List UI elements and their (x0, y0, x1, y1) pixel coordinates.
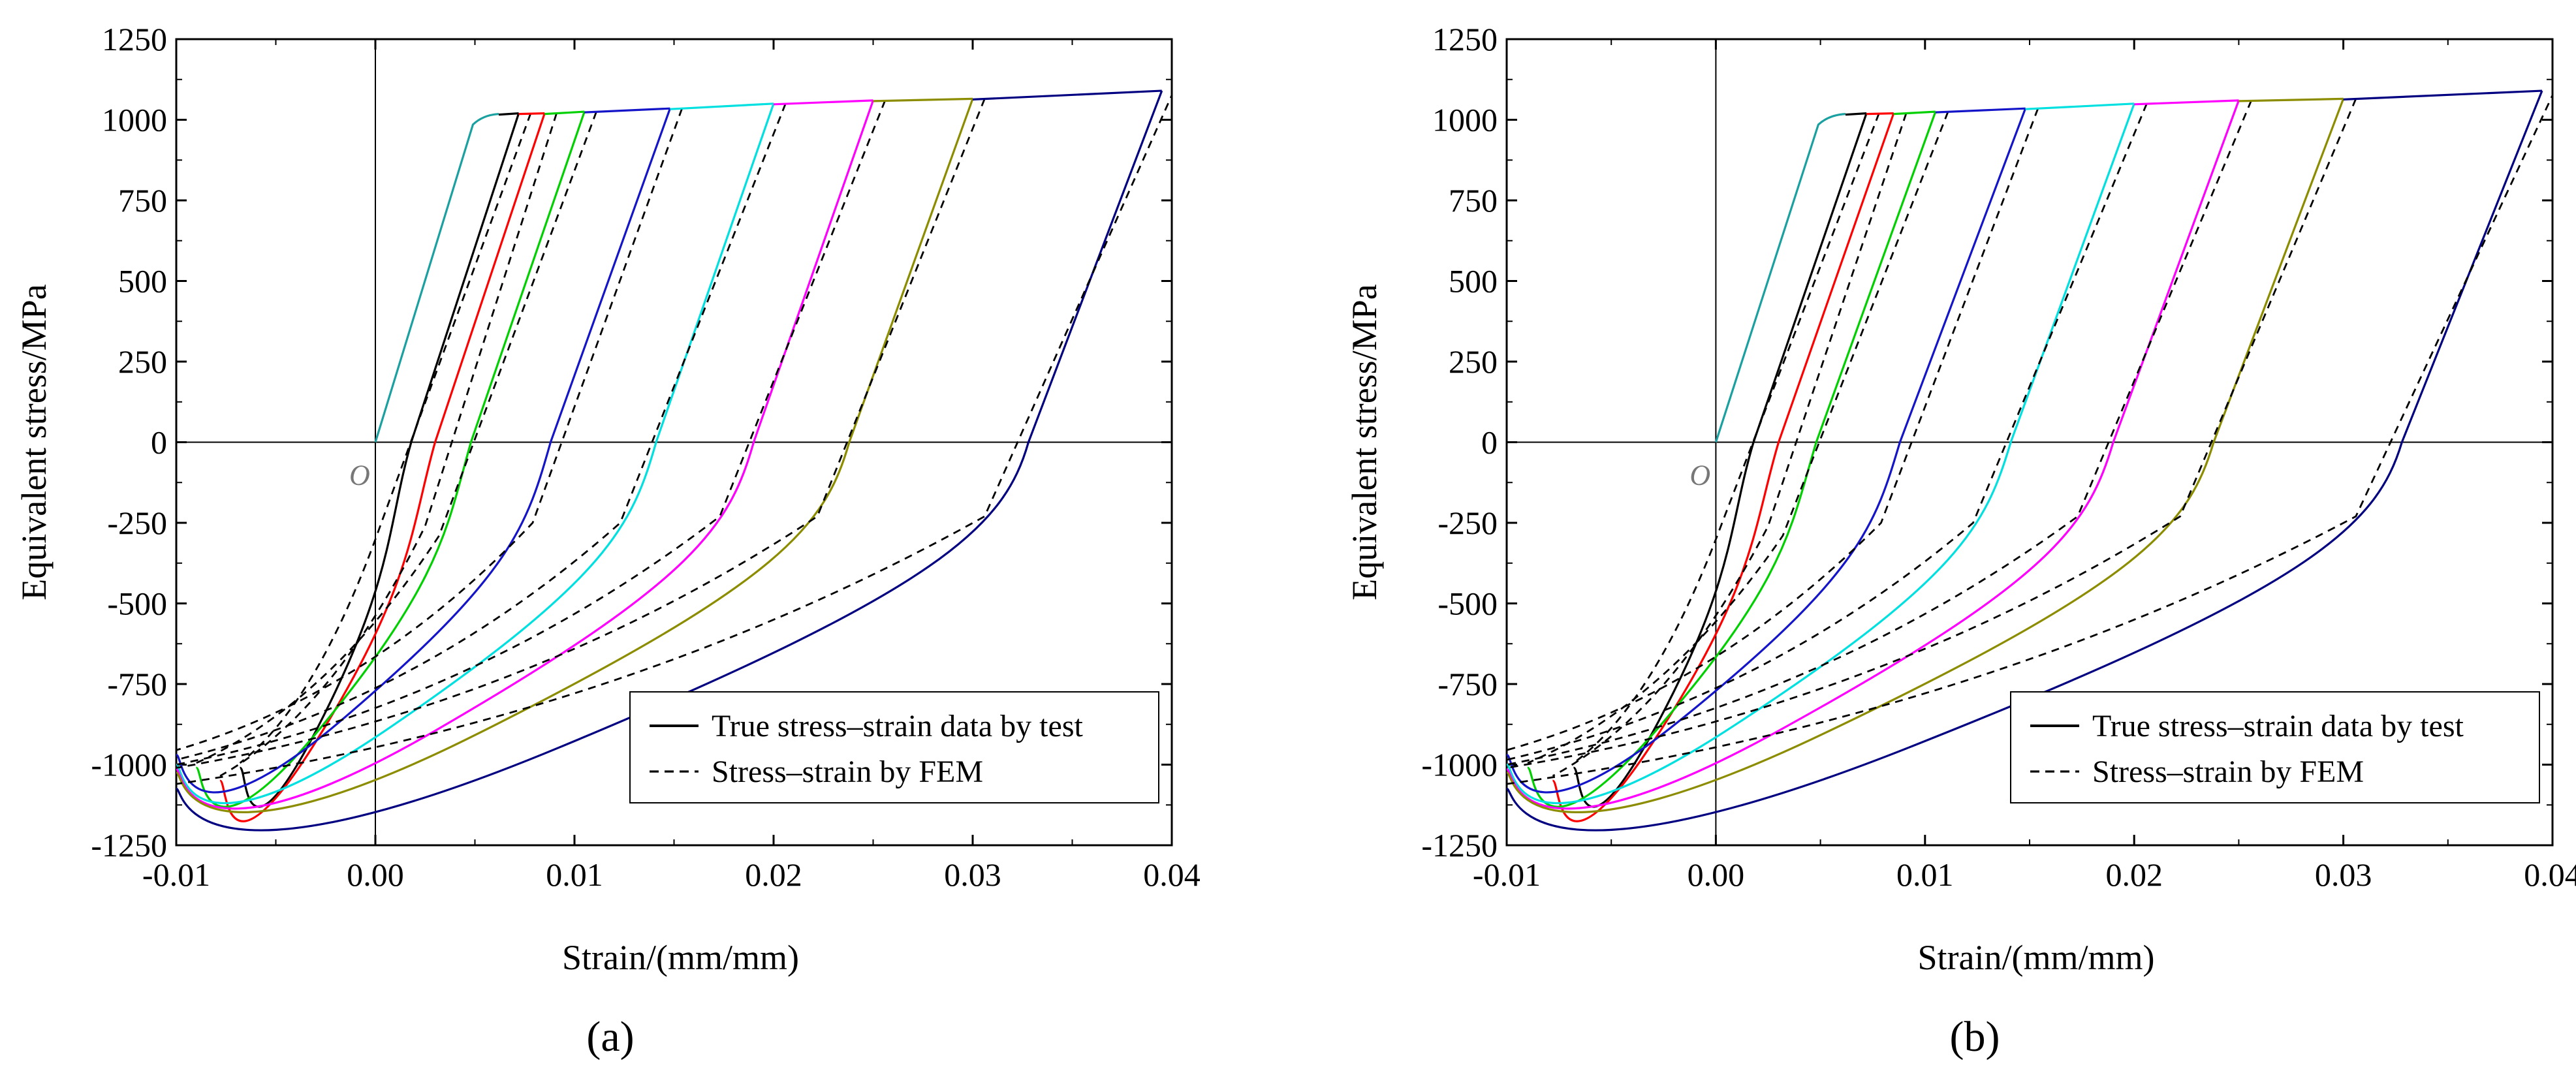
fem-unloading-curve-7 (176, 98, 986, 769)
y-tick-label: -750 (107, 666, 167, 702)
fem-unloading-curve-2 (219, 113, 558, 777)
test-hardening-1 (498, 112, 519, 116)
fem-unloading-curve-8 (176, 93, 1172, 785)
y-tick-label: -1250 (91, 827, 167, 864)
test-unloading-curve-8 (1507, 90, 2543, 832)
legend: True stress–strain data by test Stress–st… (629, 691, 1159, 803)
x-axis-title: Strain/(mm/mm) (1918, 938, 2155, 977)
y-axis-title: Equivalent stress/MPa (14, 284, 54, 600)
fem-unloading-curve-3 (1527, 111, 1949, 764)
y-tick-label: -1000 (91, 747, 167, 783)
test-unloading-curve-4 (1507, 108, 2027, 794)
legend-box (2010, 691, 2540, 803)
test-unloading-curve-5 (1507, 103, 2135, 805)
test-unloading-curve-4 (176, 108, 671, 794)
subfigure-label: (a) (586, 1013, 634, 1061)
test-hardening-8 (972, 89, 1162, 101)
y-tick-label: 1000 (102, 102, 167, 138)
y-tick-label: 1250 (1432, 21, 1498, 57)
y-tick-label: -750 (1437, 666, 1498, 702)
test-hardening-3 (1893, 110, 1936, 116)
test-hardening-5 (2025, 102, 2135, 110)
fem-unloading-curve-6 (1507, 100, 2252, 766)
y-tick-label: 0 (151, 424, 167, 461)
y-tick-label: -1000 (1421, 747, 1498, 783)
panel-b: -0.01 0.00 0.01 0.02 0.03 0.04 1250 1000 750 500 2… (1345, 21, 2576, 1061)
test-hardening-6 (773, 99, 873, 106)
y-tick-label: -500 (107, 585, 167, 622)
fem-unloading-curve-4 (1507, 108, 2039, 751)
fem-unloading-curve-8 (1507, 93, 2552, 785)
test-hardening-4 (584, 107, 670, 114)
initial-loading-curve (1714, 113, 1846, 443)
test-hardening-1 (1845, 112, 1867, 116)
test-hardening-6 (2134, 99, 2239, 106)
x-tick-label: -0.01 (142, 856, 210, 893)
x-tick-label: 0.03 (944, 856, 1001, 893)
test-unloading-curve-5 (176, 103, 775, 805)
legend-label-test: True stress–strain data by test (712, 709, 1083, 743)
legend-label-fem: Stress–strain by FEM (712, 755, 983, 789)
legend: True stress–strain data by test Stress–st… (2010, 691, 2540, 803)
fem-unloading-curve-4 (176, 108, 683, 751)
panel-a: -0.01 0.00 0.01 0.02 0.03 0.04 1250 1000 750 500 2… (14, 21, 1201, 1061)
test-unloading-curve-1 (1573, 113, 1868, 808)
y-tick-label: 750 (1449, 182, 1498, 219)
x-tick-label: 0.02 (2105, 856, 2163, 893)
x-tick-label: -0.01 (1473, 856, 1541, 893)
y-tick-label: 1000 (1432, 102, 1498, 138)
test-hardening-4 (1935, 107, 2026, 114)
y-tick-label: -500 (1437, 585, 1498, 622)
y-tick-label: 250 (1449, 343, 1498, 380)
test-hardening-7 (873, 97, 973, 102)
fem-unloading-curve-1 (239, 113, 532, 764)
y-tick-label: -250 (107, 505, 167, 541)
test-unloading-curve-6 (176, 100, 875, 810)
x-tick-label: 0.01 (546, 856, 603, 893)
x-tick-label: 0.00 (1688, 856, 1745, 893)
test-hardening-5 (670, 102, 774, 110)
subfigure-label: (b) (1950, 1013, 2000, 1061)
test-unloading-curve-8 (176, 90, 1163, 832)
y-tick-label: 750 (118, 182, 167, 219)
y-tick-label: 500 (1449, 263, 1498, 300)
fem-unloading-curve-6 (176, 100, 887, 766)
y-tick-label: 500 (118, 263, 167, 300)
origin-label: O (349, 460, 370, 491)
y-axis-title: Equivalent stress/MPa (1345, 284, 1384, 600)
legend-label-fem: Stress–strain by FEM (2092, 755, 2364, 789)
test-unloading-curve-7 (176, 98, 974, 813)
test-unloading-curve-1 (239, 113, 520, 808)
fem-unloading-curve-7 (1507, 98, 2357, 769)
legend-box (629, 691, 1159, 803)
test-unloading-curve-6 (1507, 100, 2240, 810)
fem-unloading-curve-2 (1552, 113, 1908, 777)
curves (176, 89, 1172, 832)
origin-label: O (1689, 460, 1710, 491)
x-tick-label: 0.03 (2315, 856, 2372, 893)
test-hardening-7 (2238, 97, 2344, 102)
x-tick-label: 0.00 (347, 856, 404, 893)
legend-label-test: True stress–strain data by test (2092, 709, 2464, 743)
x-tick-label: 0.04 (1143, 856, 1201, 893)
fem-unloading-curve-5 (176, 103, 787, 761)
x-tick-label: 0.02 (745, 856, 802, 893)
x-axis-title: Strain/(mm/mm) (562, 938, 799, 977)
y-tick-label: -1250 (1421, 827, 1498, 864)
y-tick-label: 0 (1481, 424, 1498, 461)
x-tick-label: 0.04 (2524, 856, 2576, 893)
test-hardening-8 (2343, 89, 2543, 101)
test-hardening-3 (544, 110, 585, 116)
initial-loading-curve (374, 113, 499, 443)
y-tick-label: 250 (118, 343, 167, 380)
y-tick-label: 1250 (102, 21, 167, 57)
test-unloading-curve-7 (1507, 98, 2345, 813)
x-tick-label: 0.01 (1896, 856, 1954, 893)
test-unloading-curve-3 (1527, 111, 1937, 808)
curves (1507, 89, 2552, 832)
y-tick-label: -250 (1437, 505, 1498, 541)
